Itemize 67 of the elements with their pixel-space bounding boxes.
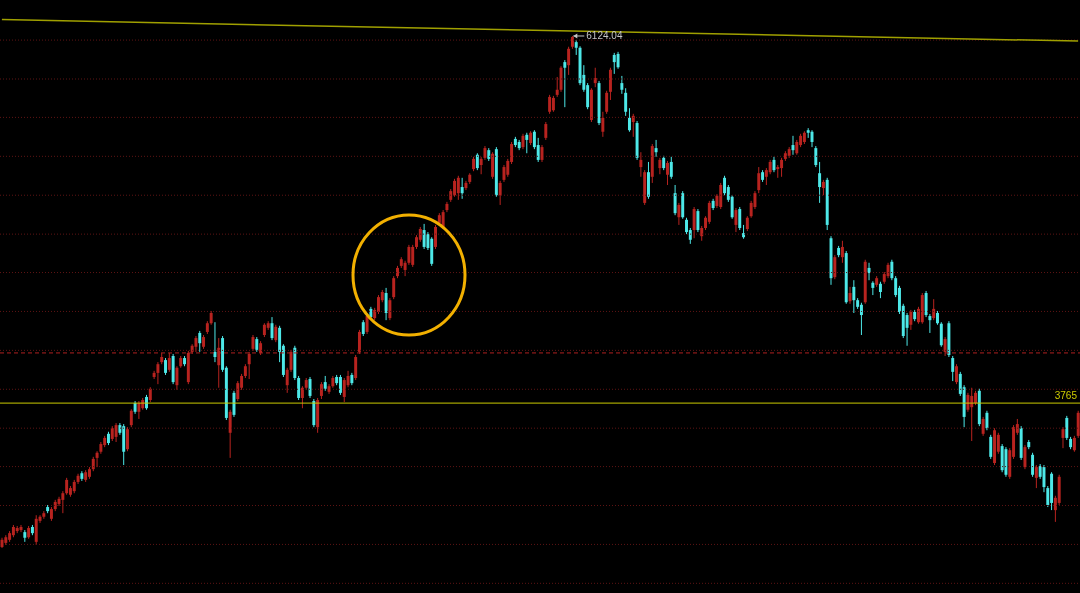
candlestick	[377, 294, 380, 315]
candlestick	[723, 175, 727, 196]
candlestick	[608, 67, 612, 101]
candlestick	[563, 59, 567, 108]
candlestick	[989, 434, 993, 460]
candlestick	[738, 206, 742, 231]
candlestick	[696, 208, 700, 233]
annotation: 6124.04	[586, 30, 623, 42]
candlestick	[654, 139, 658, 158]
candlestick	[308, 376, 312, 399]
candlestick	[780, 157, 784, 178]
candlestick	[498, 180, 502, 206]
candlestick	[567, 46, 571, 76]
candlestick	[669, 156, 673, 180]
candlestick	[627, 107, 631, 133]
candlestick	[1065, 415, 1069, 441]
candlestick	[605, 90, 609, 115]
candlestick	[985, 410, 989, 431]
candlestick	[525, 132, 529, 154]
candlestick	[612, 52, 616, 75]
candlestick	[909, 309, 913, 331]
candlestick	[297, 375, 301, 401]
candlestick	[114, 422, 118, 443]
candlestick	[601, 111, 605, 138]
candlestick	[848, 286, 852, 305]
candlestick	[1023, 444, 1027, 470]
candlestick	[1034, 464, 1038, 489]
candlestick	[34, 514, 38, 546]
candlestick	[460, 177, 464, 200]
candlestick	[981, 416, 985, 437]
candlestick	[677, 202, 681, 226]
candlestick	[867, 262, 871, 281]
candlestick	[491, 151, 495, 180]
candlestick	[156, 361, 160, 385]
candlestick	[384, 287, 388, 321]
candlestick	[422, 223, 426, 250]
candlestick	[833, 254, 837, 280]
candlestick	[228, 409, 232, 459]
candlestick	[175, 365, 179, 391]
candlestick	[692, 206, 696, 239]
candlestick	[232, 390, 236, 418]
candlestick	[392, 275, 396, 300]
candlestick	[939, 321, 943, 348]
candlestick	[707, 200, 711, 225]
candlestick	[1031, 452, 1035, 478]
candlestick	[631, 113, 635, 138]
candlestick	[734, 207, 738, 233]
candlestick	[951, 355, 955, 382]
candlestick	[1076, 410, 1080, 439]
candlestick	[61, 490, 65, 514]
candlestick	[757, 166, 761, 194]
candlestick	[719, 182, 723, 210]
candlestick	[198, 330, 202, 353]
candlestick	[859, 302, 863, 336]
candlestick	[955, 363, 958, 385]
candlestick	[814, 145, 818, 168]
candlestick	[300, 385, 304, 409]
candlestick	[411, 244, 415, 268]
candlestick	[673, 184, 677, 216]
candlestick	[666, 160, 669, 186]
candlestick	[354, 354, 358, 381]
candlestick	[852, 279, 856, 314]
candlestick	[388, 297, 392, 321]
annotation: 3765	[1054, 390, 1078, 402]
candlestick	[658, 157, 662, 175]
candlestick	[434, 224, 437, 250]
candlestick	[126, 426, 129, 452]
